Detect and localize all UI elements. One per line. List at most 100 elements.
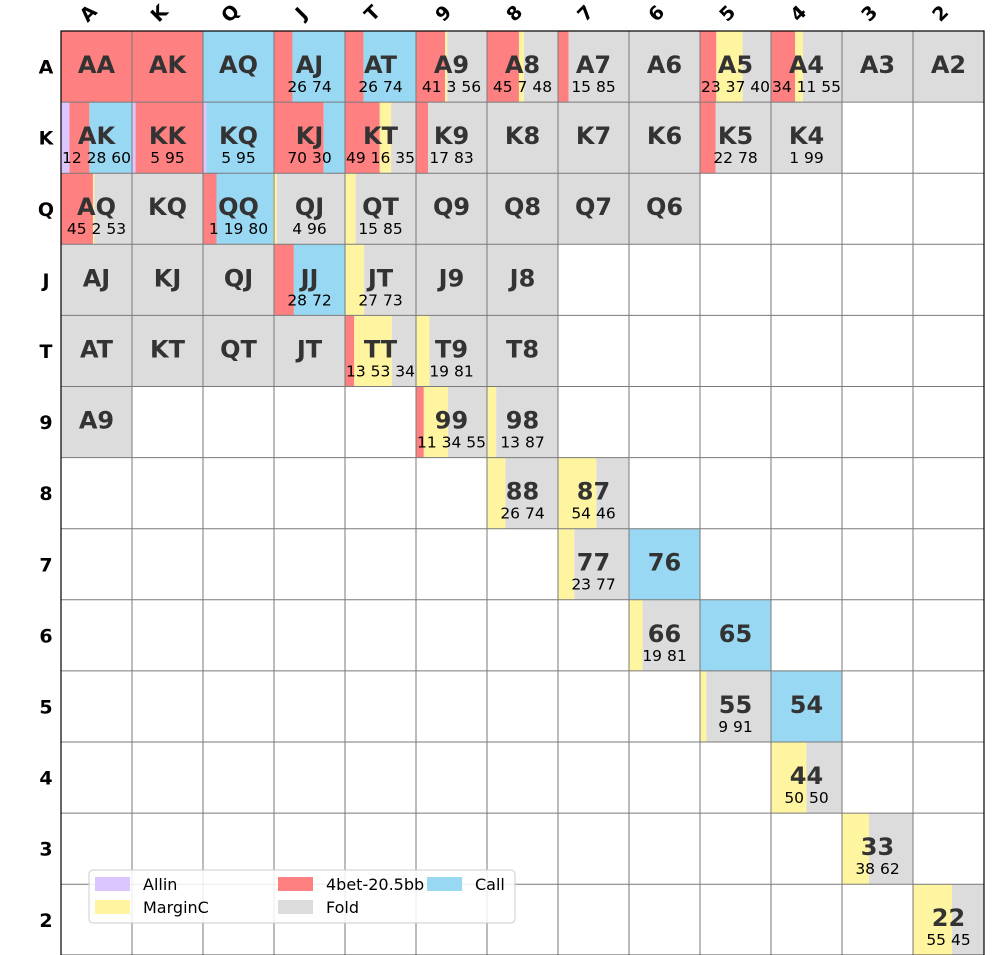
- hand-cell-kq: [132, 173, 203, 245]
- hand-cell-at: [61, 315, 132, 387]
- hand-label: 87: [577, 478, 610, 506]
- hand-label: KJ: [296, 122, 324, 150]
- segment-fold: [61, 244, 132, 316]
- segment-fold: [642, 599, 700, 671]
- hand-label: QJ: [295, 193, 324, 221]
- freq-label: 23 77: [571, 576, 615, 594]
- segment-fold: [203, 244, 274, 316]
- hand-label: KT: [150, 335, 186, 363]
- legend-label: Call: [475, 875, 505, 894]
- hand-cell-77: [558, 528, 629, 600]
- freq-label: 55 45: [926, 931, 970, 949]
- freq-label: 1 99: [789, 149, 824, 167]
- hand-cell-22: [913, 884, 984, 955]
- hand-label: T9: [435, 335, 468, 363]
- hand-label: 54: [790, 691, 823, 719]
- hand-cell-kt: [345, 102, 416, 174]
- hand-label: 88: [506, 478, 539, 506]
- hand-cell-j9: [416, 244, 487, 316]
- hand-label: A9: [79, 407, 114, 435]
- hand-label: 55: [719, 691, 752, 719]
- hand-cell-a9: [61, 386, 132, 458]
- hand-cell-a2: [913, 31, 984, 103]
- freq-label: 5 95: [150, 149, 185, 167]
- hand-label: K6: [647, 122, 682, 150]
- hand-label: Q7: [575, 193, 612, 221]
- column-label: 8: [502, 1, 527, 26]
- segment-call: [629, 528, 700, 600]
- hand-cell-at: [345, 31, 416, 103]
- segment-fold: [706, 670, 771, 742]
- segment-marginc: [354, 315, 392, 387]
- segment-marginc: [518, 31, 524, 103]
- column-label: 9: [431, 1, 456, 26]
- hand-label: K8: [505, 122, 540, 150]
- hand-label: KK: [149, 122, 188, 150]
- hand-label: AQ: [219, 51, 258, 79]
- freq-label: 13 53 34: [346, 362, 415, 380]
- hand-cell-a4: [771, 31, 842, 103]
- freq-label: 27 73: [358, 291, 402, 309]
- segment-marginc: [487, 457, 506, 529]
- segment-fold: [523, 31, 558, 103]
- hand-label: A9: [434, 51, 469, 79]
- segment-4bet-20-5bb: [61, 31, 132, 103]
- segment-fold: [428, 102, 487, 174]
- segment-4bet-20-5bb: [203, 173, 217, 245]
- segment-fold: [496, 386, 558, 458]
- segment-fold: [416, 173, 487, 245]
- hand-label: A6: [647, 51, 682, 79]
- segment-fold: [806, 742, 842, 814]
- segment-fold: [132, 315, 203, 387]
- hand-cell-k4: [771, 102, 842, 174]
- hand-cell-k5: [700, 102, 771, 174]
- hand-cell-q9: [416, 173, 487, 245]
- hand-cell-k8: [487, 102, 558, 174]
- column-label: 5: [715, 1, 740, 26]
- legend-label: 4bet-20.5bb: [326, 875, 424, 894]
- segment-fold: [416, 244, 487, 316]
- hand-label: KJ: [154, 264, 182, 292]
- segment-4bet-20-5bb: [345, 315, 355, 387]
- hand-cell-qq: [203, 173, 274, 245]
- freq-label: 4 96: [292, 220, 327, 238]
- row-label: 2: [39, 910, 52, 932]
- hand-label: J9: [437, 264, 465, 292]
- segment-fold: [274, 315, 345, 387]
- segment-4bet-20-5bb: [274, 102, 324, 174]
- segment-fold: [94, 173, 132, 245]
- hand-label: AT: [80, 335, 114, 363]
- freq-label: 41 3 56: [422, 78, 481, 96]
- hand-label: 65: [719, 620, 752, 648]
- freq-label: 23 37 40: [701, 78, 770, 96]
- hand-cell-a6: [629, 31, 700, 103]
- legend-swatch: [427, 877, 462, 891]
- legend-swatch: [278, 877, 313, 891]
- hand-cell-ak: [61, 102, 132, 174]
- hand-cell-q7: [558, 173, 629, 245]
- hand-label: 44: [790, 762, 823, 790]
- hand-cell-87: [558, 457, 629, 529]
- freq-label: 34 11 55: [772, 78, 841, 96]
- segment-fold: [558, 102, 629, 174]
- hand-cell-aj: [61, 244, 132, 316]
- row-label: K: [39, 128, 55, 150]
- freq-label: 45 7 48: [493, 78, 552, 96]
- row-label: A: [39, 57, 54, 79]
- freq-label: 19 81: [642, 647, 686, 665]
- segment-marginc: [379, 102, 392, 174]
- hand-label: 33: [861, 833, 894, 861]
- hand-label: AT: [364, 51, 398, 79]
- hand-cell-kj: [132, 244, 203, 316]
- row-label: T: [40, 341, 53, 363]
- hand-cell-qt: [203, 315, 274, 387]
- hand-cell-aa: [61, 31, 132, 103]
- hand-cell-jj: [274, 244, 345, 316]
- segment-marginc: [913, 884, 953, 955]
- segment-fold: [629, 102, 700, 174]
- hand-cell-aj: [274, 31, 345, 103]
- hand-label: TT: [364, 335, 398, 363]
- row-label: 9: [39, 412, 52, 434]
- segment-4bet-20-5bb: [135, 102, 203, 174]
- hand-label: AQ: [77, 193, 116, 221]
